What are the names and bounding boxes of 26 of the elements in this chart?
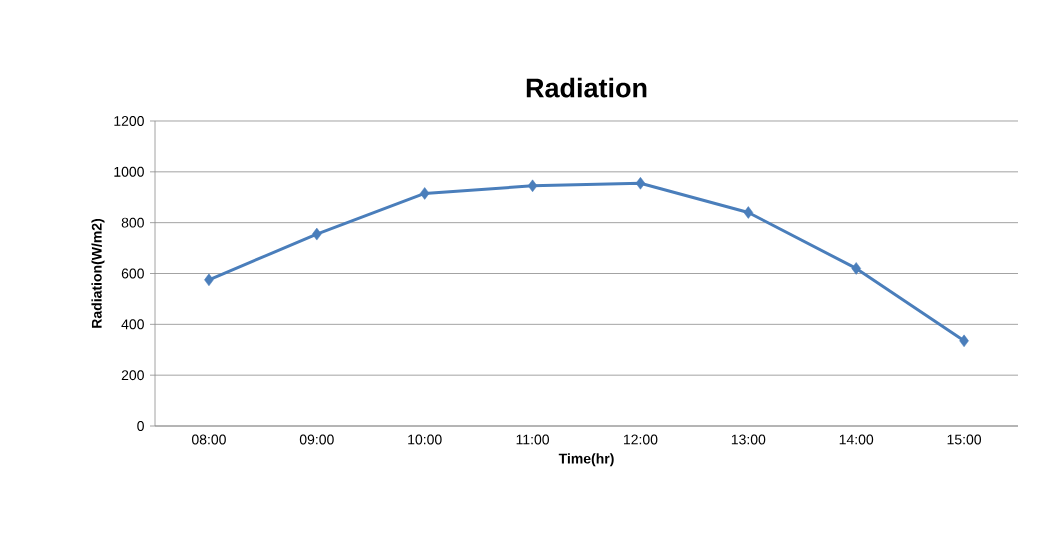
point: [851, 262, 861, 275]
x-tick-label: 15:00: [947, 434, 982, 445]
point: [743, 206, 754, 219]
x-tick-label: 09:00: [299, 434, 334, 445]
x-tick-label: 13:00: [731, 434, 766, 445]
y-tick-label: 600: [121, 268, 144, 279]
y-tick-label: 0: [137, 421, 144, 431]
x-axis-title: Time(hr): [558, 453, 614, 467]
x-tick-label: 08:00: [191, 434, 226, 445]
y-tick-label: 400: [121, 319, 144, 330]
x-tick-label: 10:00: [408, 434, 442, 445]
y-tick-label: 800: [121, 217, 144, 228]
point: [635, 177, 646, 190]
x-tick-label: 14:00: [839, 434, 874, 445]
y-tick-label: 200: [121, 370, 144, 381]
chart-title: Radiation: [526, 77, 647, 98]
x-tick-label: 11:00: [516, 434, 550, 445]
point: [312, 227, 322, 241]
y-tick-label: 1000: [114, 166, 144, 177]
point: [527, 179, 538, 193]
point: [419, 187, 430, 200]
y-axis-title: Radiation(W/m2): [91, 218, 105, 328]
x-tick-label: 12:00: [623, 434, 658, 445]
point: [204, 273, 214, 287]
point: [959, 334, 969, 348]
y-tick-label: 1200: [114, 116, 144, 126]
